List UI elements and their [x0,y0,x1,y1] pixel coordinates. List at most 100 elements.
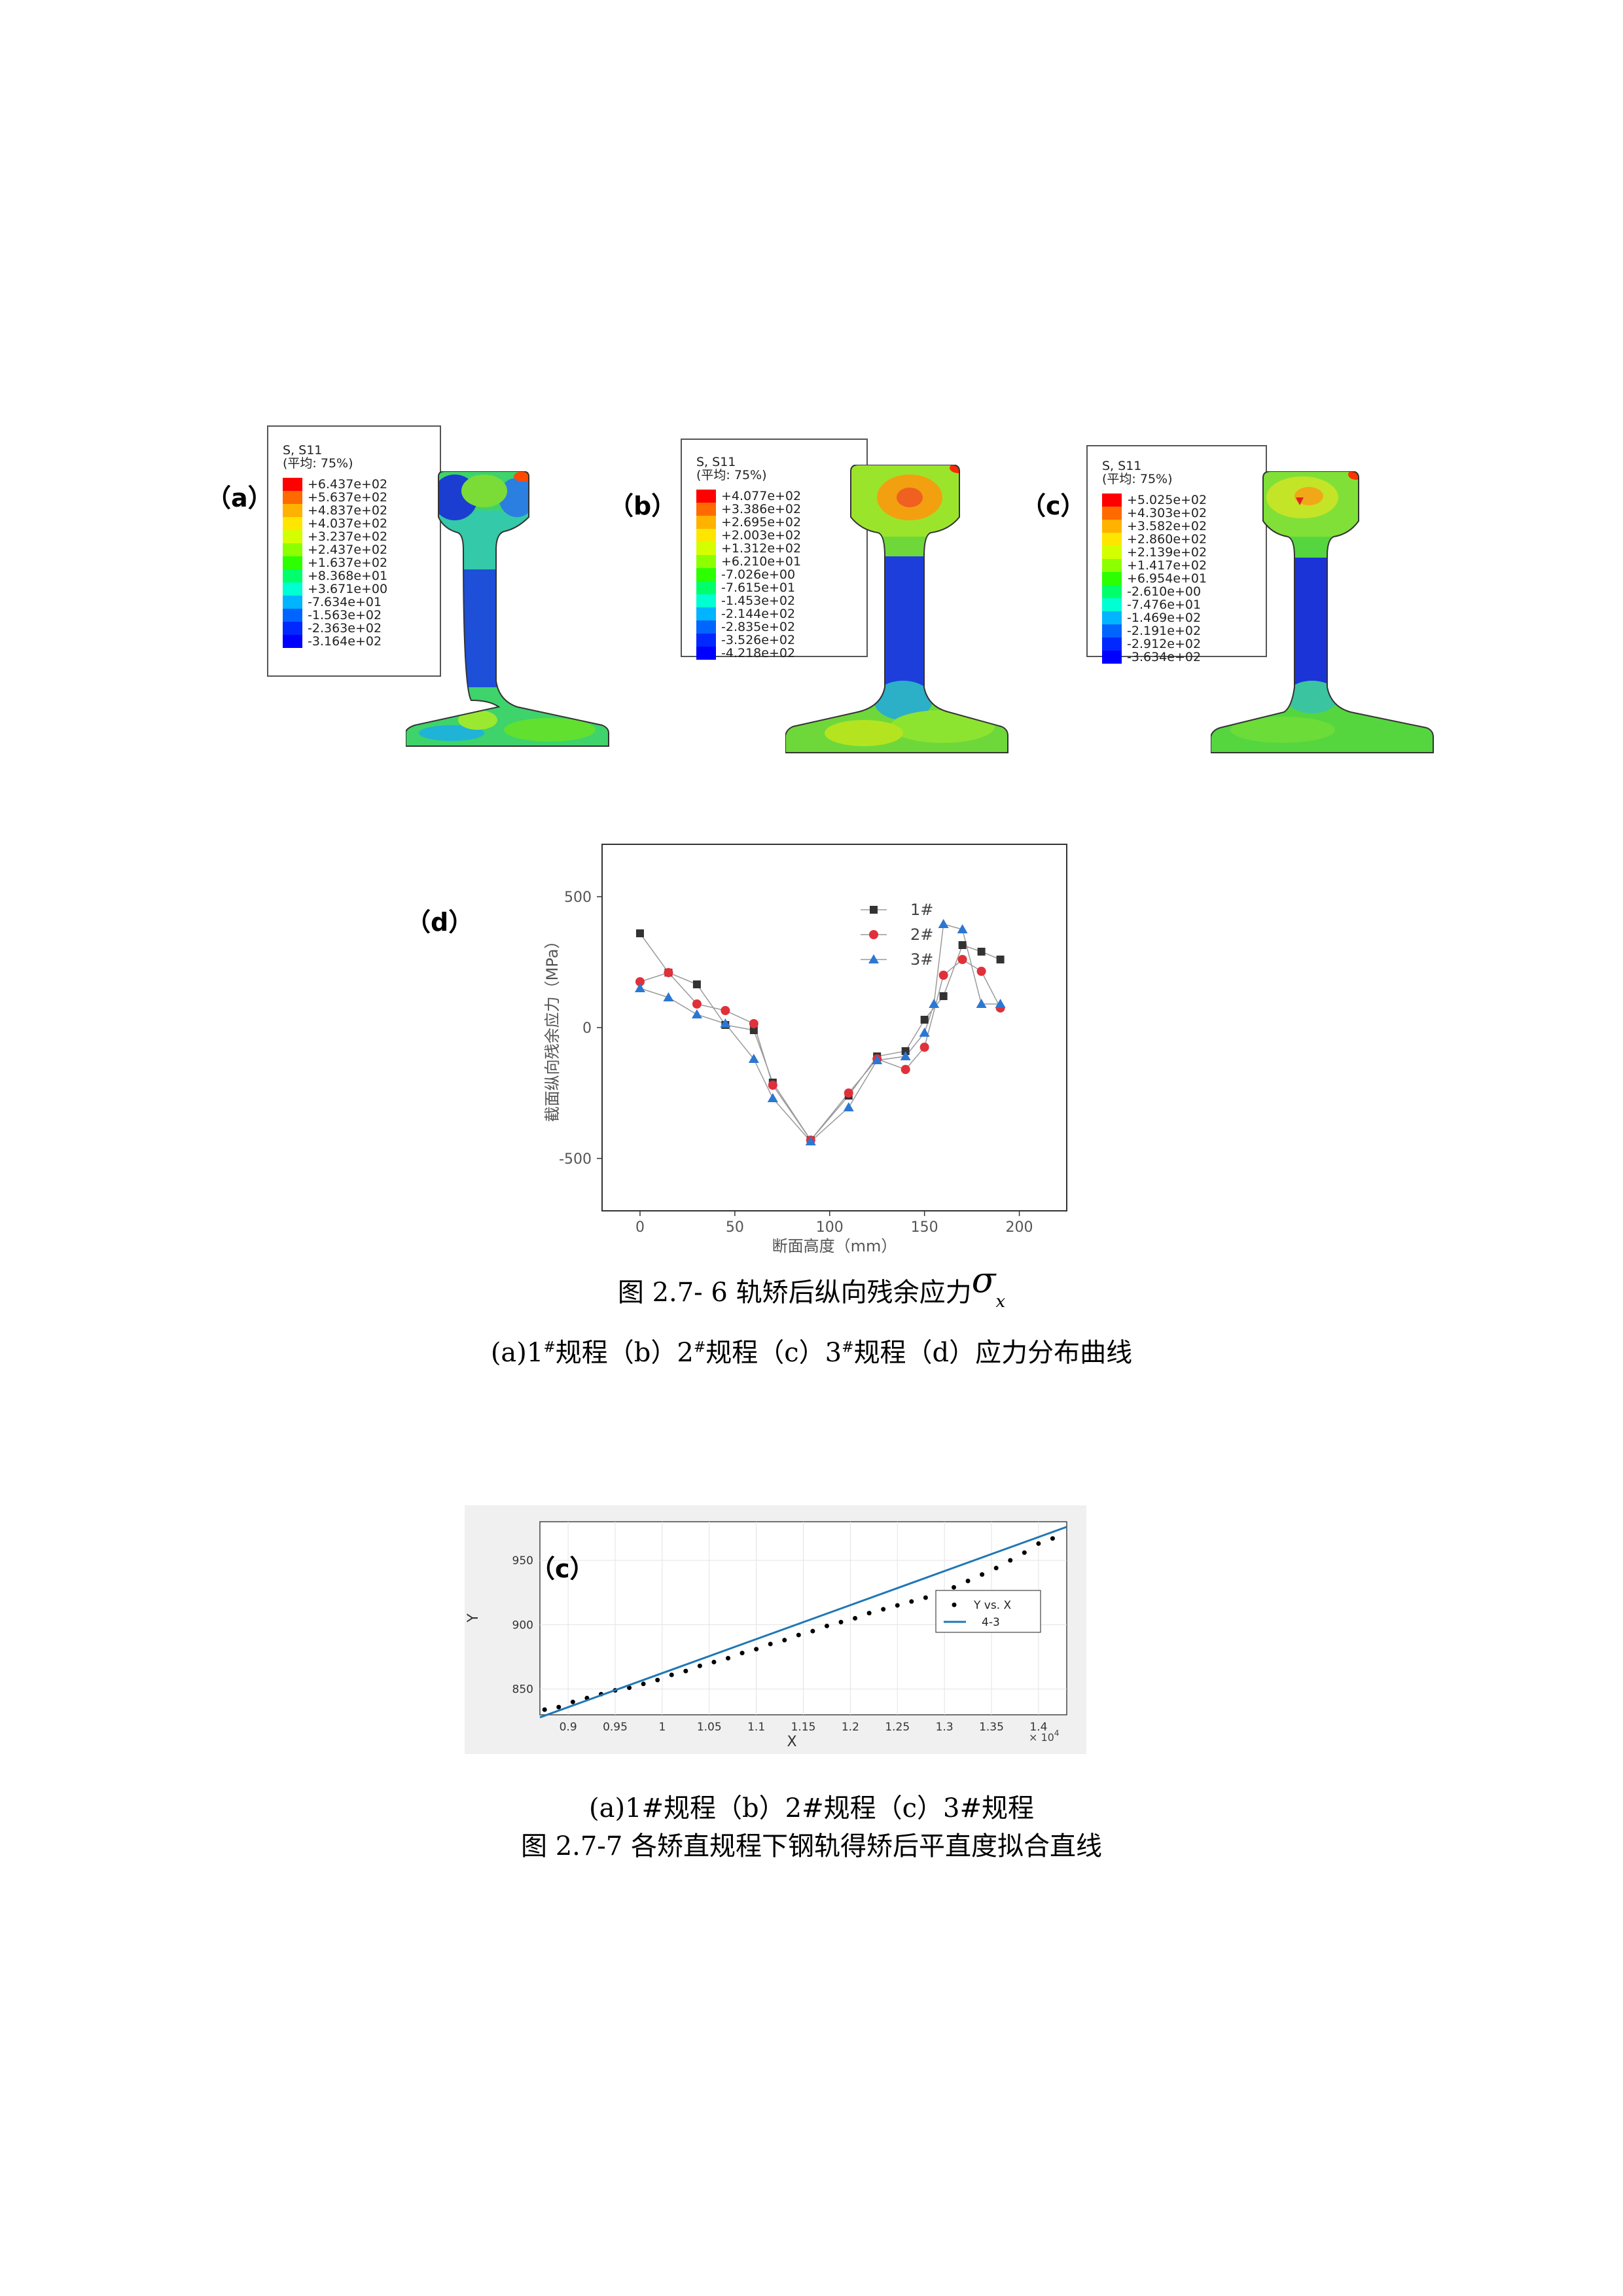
legend-value: -2.191e+02 [1127,624,1202,638]
caption-part: 规程（d）应力分布曲线 [853,1338,1133,1368]
legend-swatch [283,530,302,543]
data-point [958,941,967,949]
legend-value: +5.025e+02 [1127,493,1207,507]
legend-value: +4.303e+02 [1127,506,1207,520]
superscript-hash: # [842,1339,854,1356]
data-point [641,1681,646,1687]
legend-swatch [283,583,302,596]
data-point [895,1603,900,1608]
legend-value: +2.003e+02 [721,528,802,543]
panel-letter-fit: （c） [530,1554,595,1583]
plot-frame [601,844,1067,1211]
x-tick-label: 50 [726,1219,744,1236]
data-point [872,1055,883,1064]
caption-part: 规程（c）3 [705,1338,842,1368]
caption-part: 规程（b）2 [555,1338,694,1368]
data-point [711,1659,717,1664]
fea-panel-a: （a） S, S11 (平均: 75%) +6.437e+02 +5.637e+0… [196,425,628,766]
data-point [754,1647,759,1652]
legend-value: +2.860e+02 [1127,532,1207,547]
legend-value: +2.695e+02 [721,515,802,529]
x-tick-label: 1.05 [697,1721,722,1734]
data-point [726,1655,730,1660]
data-point [838,1619,844,1624]
x-tick-label: 1.2 [842,1721,859,1734]
caption-part: (a)1 [490,1338,544,1368]
legend-a: S, S11 (平均: 75%) +6.437e+02 +5.637e+02 +4.… [267,425,441,677]
legend-b: S, S11 (平均: 75%) +4.077e+02 +3.386e+02 +2.… [681,439,868,660]
legend-swatch [283,609,302,622]
legend-value: -3.634e+02 [1127,650,1202,664]
legend-marker [868,954,879,963]
legend-label: 2# [910,925,933,944]
data-point [720,1018,731,1028]
data-point [627,1685,632,1691]
y-axis-label: 截面纵向残余应力（MPa） [543,933,562,1122]
x-axis-label: X [787,1734,796,1750]
legend-value: -3.164e+02 [308,634,382,649]
legend-swatch [283,517,302,530]
legend-value: -7.615e+01 [721,581,796,595]
data-point [768,1641,773,1647]
x-tick-label: 1.15 [791,1721,816,1734]
data-point [853,1616,858,1621]
data-point [749,1026,758,1034]
sigma-symbol: σ [971,1259,996,1300]
legend-value: -4.218e+02 [721,646,796,660]
data-point [782,1638,787,1643]
x-tick-label: 200 [1006,1219,1033,1236]
legend-value: -2.144e+02 [721,607,796,621]
y-tick-label: 950 [512,1554,533,1568]
legend-swatch [283,635,302,648]
legend-value: -2.835e+02 [721,620,796,634]
data-point [634,983,645,992]
panel-letter-c: （c） [1021,492,1086,520]
x-multiplier: × 104 [1029,1729,1060,1744]
data-point [919,1028,930,1037]
legend-value: +2.139e+02 [1127,545,1207,560]
legend-swatch [696,555,716,568]
legend-swatch [1102,585,1122,598]
legend-swatch [1102,598,1122,611]
legend-value: +1.312e+02 [721,541,802,556]
legend-swatch [283,504,302,517]
data-point [900,1051,911,1060]
data-point [683,1668,688,1674]
x-tick-label: 1.25 [885,1721,910,1734]
straightness-fit-chart: 0.9 0.95 1 1.05 1.1 1.15 1.2 1.25 1.3 1.35 1.4 850 9… [465,1505,1086,1754]
figure-subcaption-2-7-6: (a)1#规程（b）2#规程（c）3#规程（d）应力分布曲线 [0,1331,1623,1369]
x-tick-label: 1 [658,1721,666,1734]
legend-swatch [1102,611,1122,624]
legend-value: -7.476e+01 [1127,598,1202,612]
data-point [697,1663,702,1668]
data-point [1022,1550,1027,1555]
y-tick-label: 0 [582,1020,592,1037]
data-point [767,1093,778,1102]
legend-value: -2.363e+02 [308,621,382,636]
legend-value: -7.634e+01 [308,595,382,609]
x-tick-label: 1.3 [936,1721,954,1734]
legend-swatch [696,529,716,542]
figure-caption-2-7-6: 图 2.7- 6 轨矫后纵向残余应力σx [0,1259,1623,1312]
data-point [976,999,987,1008]
panel-letter-b: （b） [609,492,677,520]
legend-label: 1# [910,901,933,919]
data-point [663,992,674,1001]
legend-swatch [696,594,716,607]
legend-swatch [283,622,302,635]
legend-swatch [283,478,302,491]
legend-value: +2.437e+02 [308,543,388,557]
legend-header-line-1: S, S11 [283,443,323,457]
legend-value: +1.637e+02 [308,556,388,570]
series-line [639,924,1001,1143]
legend-point-marker [952,1602,957,1607]
legend-value: +6.954e+01 [1127,571,1207,586]
x-tick-label: 1.1 [747,1721,765,1734]
data-point [796,1632,801,1638]
data-point [1050,1536,1055,1541]
x-tick-label: 0 [635,1219,645,1236]
legend-swatch [283,491,302,504]
legend-header-line-2: (平均: 75%) [283,456,353,471]
panel-letter-d: （d） [406,908,474,937]
legend-value: +4.037e+02 [308,516,388,531]
